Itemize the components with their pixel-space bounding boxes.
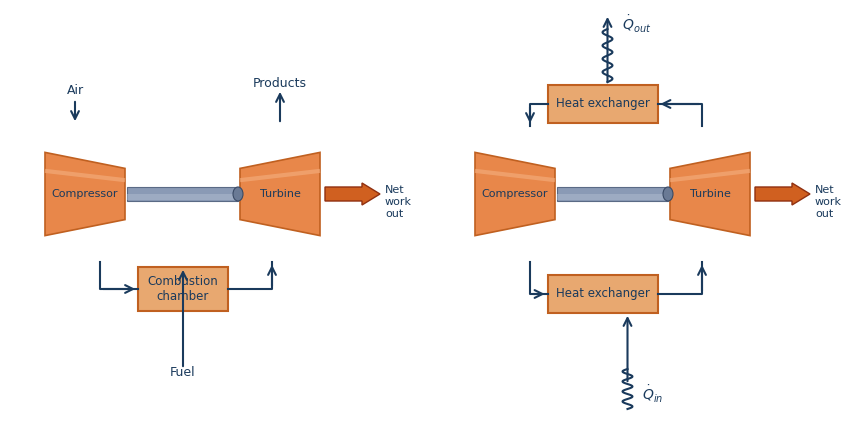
Text: Turbine: Turbine [689,189,730,199]
Ellipse shape [663,187,673,201]
Text: Air: Air [66,84,84,97]
Text: Heat exchanger: Heat exchanger [555,287,650,300]
FancyBboxPatch shape [138,267,228,311]
Polygon shape [755,183,810,205]
Polygon shape [325,183,380,205]
Text: $\dot{Q}_{in}$: $\dot{Q}_{in}$ [641,384,663,405]
Text: Compressor: Compressor [482,189,549,199]
Text: Net
work
out: Net work out [385,185,412,219]
Text: Combustion
chamber: Combustion chamber [148,275,219,303]
Text: Heat exchanger: Heat exchanger [555,97,650,111]
Bar [557,187,668,201]
Ellipse shape [233,187,243,201]
Bar [127,187,238,201]
Text: Products: Products [253,77,307,90]
Polygon shape [240,152,320,236]
Bar [127,194,238,200]
Bar [557,194,668,200]
Polygon shape [45,152,125,236]
Text: Net
work
out: Net work out [815,185,842,219]
Polygon shape [475,152,555,236]
FancyBboxPatch shape [548,85,657,123]
Text: Compressor: Compressor [52,189,118,199]
Text: Fuel: Fuel [170,366,196,379]
Polygon shape [670,152,750,236]
Text: $\dot{Q}_{out}$: $\dot{Q}_{out}$ [622,13,650,35]
FancyBboxPatch shape [548,275,657,313]
Text: Turbine: Turbine [259,189,300,199]
